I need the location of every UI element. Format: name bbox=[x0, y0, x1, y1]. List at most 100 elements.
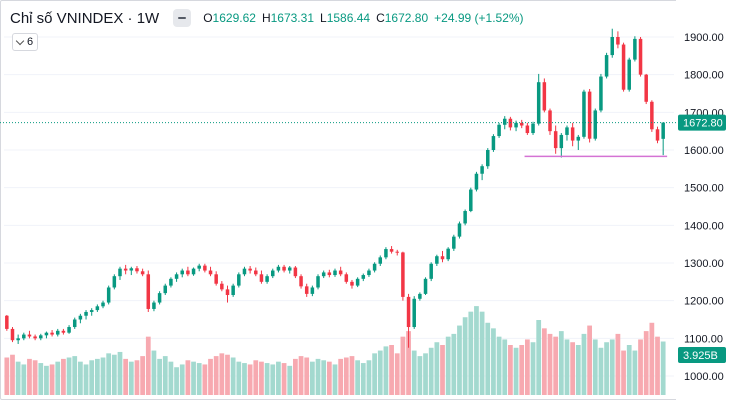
candle-body[interactable] bbox=[39, 335, 43, 339]
candle-body[interactable] bbox=[401, 252, 405, 297]
candle-body[interactable] bbox=[542, 82, 547, 111]
candle-body[interactable] bbox=[197, 265, 201, 269]
candle-body[interactable] bbox=[604, 55, 609, 77]
candle-body[interactable] bbox=[180, 270, 184, 275]
candle-body[interactable] bbox=[440, 256, 445, 260]
candle-body[interactable] bbox=[367, 270, 371, 276]
candle-body[interactable] bbox=[293, 267, 298, 277]
candle-body[interactable] bbox=[78, 315, 83, 320]
candle-body[interactable] bbox=[661, 122, 665, 139]
candle-body[interactable] bbox=[5, 315, 9, 329]
candle-body[interactable] bbox=[610, 37, 615, 56]
candle-body[interactable] bbox=[129, 268, 134, 271]
candle-body[interactable] bbox=[316, 276, 320, 288]
candle-body[interactable] bbox=[389, 249, 394, 252]
candle-body[interactable] bbox=[435, 256, 439, 264]
candle-body[interactable] bbox=[118, 268, 122, 277]
candle-body[interactable] bbox=[231, 285, 235, 296]
candle-body[interactable] bbox=[44, 332, 49, 336]
candle-body[interactable] bbox=[169, 278, 173, 286]
candle-body[interactable] bbox=[576, 136, 581, 141]
candle-body[interactable] bbox=[633, 38, 637, 60]
candle-body[interactable] bbox=[10, 328, 15, 341]
candle-body[interactable] bbox=[418, 293, 422, 299]
candle-body[interactable] bbox=[361, 275, 366, 279]
candle-body[interactable] bbox=[33, 336, 37, 339]
candle-body[interactable] bbox=[135, 268, 139, 272]
candle-body[interactable] bbox=[559, 134, 564, 149]
candle-body[interactable] bbox=[338, 270, 343, 275]
candle-body[interactable] bbox=[101, 302, 105, 307]
candle-body[interactable] bbox=[67, 327, 71, 333]
collapse-button[interactable] bbox=[173, 9, 192, 27]
candle-body[interactable] bbox=[378, 257, 383, 264]
candle-body[interactable] bbox=[519, 122, 524, 126]
candle-body[interactable] bbox=[599, 76, 603, 111]
candle-body[interactable] bbox=[582, 91, 586, 137]
candle-body[interactable] bbox=[406, 296, 411, 328]
candle-body[interactable] bbox=[497, 124, 501, 137]
candle-body[interactable] bbox=[650, 101, 654, 130]
candle-body[interactable] bbox=[480, 166, 484, 174]
candle-body[interactable] bbox=[72, 319, 77, 328]
candle-body[interactable] bbox=[491, 136, 496, 150]
candle-body[interactable] bbox=[344, 274, 349, 282]
candle-body[interactable] bbox=[186, 270, 190, 275]
candle-body[interactable] bbox=[248, 268, 252, 271]
candle-body[interactable] bbox=[548, 110, 552, 132]
candle-body[interactable] bbox=[429, 263, 433, 279]
candle-body[interactable] bbox=[152, 302, 156, 309]
candle-body[interactable] bbox=[644, 74, 648, 102]
candle-body[interactable] bbox=[61, 330, 66, 333]
candle-body[interactable] bbox=[112, 276, 117, 288]
candle-body[interactable] bbox=[157, 293, 162, 303]
candle-body[interactable] bbox=[452, 236, 456, 249]
candle-body[interactable] bbox=[587, 91, 592, 139]
candle-body[interactable] bbox=[474, 173, 479, 190]
candle-body[interactable] bbox=[16, 338, 20, 341]
candle-body[interactable] bbox=[446, 248, 450, 260]
candle-body[interactable] bbox=[225, 289, 230, 296]
candle-body[interactable] bbox=[327, 272, 332, 276]
candle-body[interactable] bbox=[565, 127, 569, 135]
candles[interactable] bbox=[5, 28, 665, 348]
candle-body[interactable] bbox=[237, 274, 241, 286]
candle-body[interactable] bbox=[259, 274, 264, 282]
candle-body[interactable] bbox=[593, 110, 598, 139]
candle-body[interactable] bbox=[271, 270, 275, 277]
candle-body[interactable] bbox=[22, 334, 26, 339]
candle-body[interactable] bbox=[655, 129, 660, 141]
candle-body[interactable] bbox=[457, 223, 462, 237]
candle-body[interactable] bbox=[536, 82, 541, 124]
candle-body[interactable] bbox=[627, 59, 631, 90]
candle-body[interactable] bbox=[50, 332, 54, 335]
candle-body[interactable] bbox=[570, 127, 575, 141]
candle-body[interactable] bbox=[638, 38, 643, 75]
candle-body[interactable] bbox=[553, 131, 558, 149]
candle-body[interactable] bbox=[514, 122, 518, 128]
candle-body[interactable] bbox=[372, 263, 377, 271]
candle-body[interactable] bbox=[502, 118, 507, 125]
candle-body[interactable] bbox=[616, 37, 620, 45]
candle-body[interactable] bbox=[384, 249, 388, 258]
price-axis[interactable]: 1900.001800.001700.001600.001500.001400.… bbox=[676, 0, 736, 400]
candle-body[interactable] bbox=[265, 276, 269, 282]
candle-body[interactable] bbox=[621, 44, 626, 90]
indicators-toggle-button[interactable]: 6 bbox=[12, 33, 39, 51]
candle-body[interactable] bbox=[106, 287, 111, 303]
candle-body[interactable] bbox=[282, 266, 286, 271]
candle-body[interactable] bbox=[254, 270, 258, 275]
candle-body[interactable] bbox=[350, 281, 354, 286]
candle-body[interactable] bbox=[146, 274, 151, 309]
candle-body[interactable] bbox=[220, 283, 224, 290]
candle-body[interactable] bbox=[469, 189, 473, 212]
candle-body[interactable] bbox=[174, 274, 179, 279]
candle-body[interactable] bbox=[321, 272, 326, 277]
candle-body[interactable] bbox=[310, 287, 315, 294]
candle-body[interactable] bbox=[163, 285, 168, 294]
candle-body[interactable] bbox=[84, 311, 88, 316]
candle-body[interactable] bbox=[140, 271, 145, 275]
candle-body[interactable] bbox=[304, 286, 309, 294]
candle-body[interactable] bbox=[463, 211, 467, 224]
